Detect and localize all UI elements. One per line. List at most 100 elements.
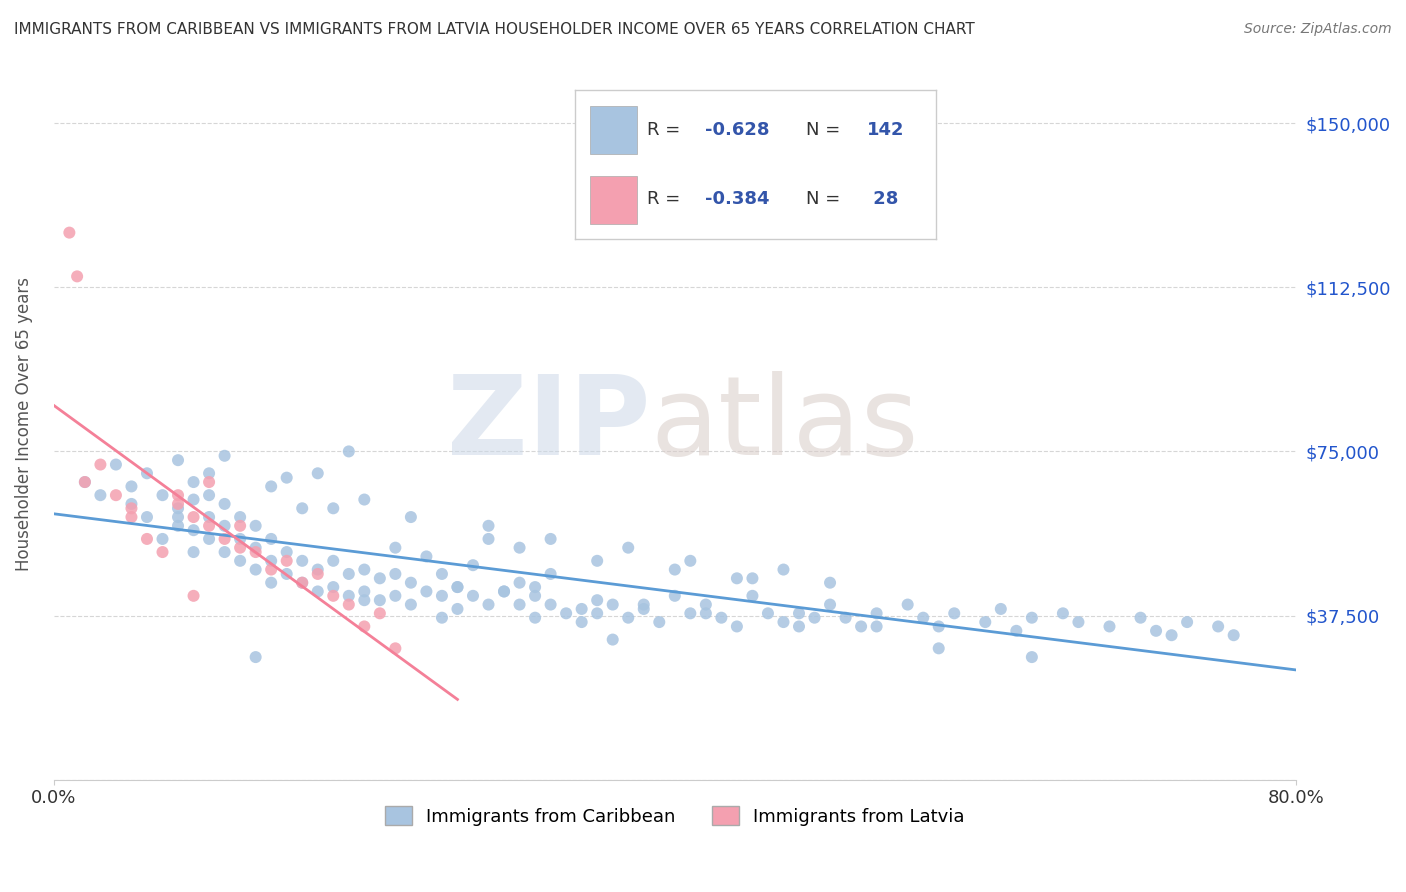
Point [477,598,499,612]
Point [73,475,96,489]
Point [337,566,360,581]
Point [353,563,375,577]
Point [337,598,360,612]
Point [725,619,748,633]
Point [540,598,562,612]
Point [291,575,314,590]
Point [1021,610,1043,624]
Point [772,615,794,629]
Point [897,598,920,612]
Point [260,479,283,493]
Point [353,593,375,607]
Point [229,510,252,524]
Point [353,492,375,507]
Point [1206,619,1229,633]
Point [183,545,205,559]
Point [291,554,314,568]
Point [943,607,966,621]
Point [136,510,159,524]
Point [214,545,236,559]
Point [1005,624,1028,638]
Point [368,571,391,585]
Y-axis label: Householder Income Over 65 years: Householder Income Over 65 years [15,277,32,571]
Point [477,518,499,533]
Point [337,444,360,458]
Point [307,563,329,577]
Point [509,598,531,612]
Point [602,632,624,647]
Point [276,566,298,581]
Point [399,575,422,590]
Point [183,492,205,507]
Point [912,610,935,624]
Point [461,589,484,603]
Point [73,475,96,489]
Point [183,589,205,603]
Point [524,589,547,603]
Point [540,532,562,546]
Point [509,575,531,590]
Text: IMMIGRANTS FROM CARIBBEAN VS IMMIGRANTS FROM LATVIA HOUSEHOLDER INCOME OVER 65 Y: IMMIGRANTS FROM CARIBBEAN VS IMMIGRANTS … [14,22,974,37]
Point [679,554,702,568]
Point [120,497,142,511]
Point [183,510,205,524]
Point [245,545,267,559]
Point [322,554,344,568]
Point [928,641,950,656]
Text: Source: ZipAtlas.com: Source: ZipAtlas.com [1244,22,1392,37]
Point [865,619,887,633]
Point [307,584,329,599]
Point [152,488,174,502]
Point [198,510,221,524]
Point [1067,615,1090,629]
Point [198,518,221,533]
Point [1052,607,1074,621]
Point [260,554,283,568]
Point [787,619,810,633]
Text: atlas: atlas [650,370,918,477]
Point [446,580,468,594]
Point [66,269,89,284]
Point [384,566,406,581]
Point [260,563,283,577]
Point [167,501,190,516]
Point [818,575,841,590]
Point [430,610,453,624]
Point [322,580,344,594]
Point [415,584,437,599]
Point [865,607,887,621]
Point [664,589,686,603]
Point [307,467,329,481]
Point [245,541,267,555]
Legend: Immigrants from Caribbean, Immigrants from Latvia: Immigrants from Caribbean, Immigrants fr… [375,797,974,835]
Point [120,510,142,524]
Point [974,615,997,629]
Point [617,541,640,555]
Point [384,589,406,603]
Point [679,607,702,621]
Point [89,458,111,472]
Point [1129,610,1152,624]
Point [214,532,236,546]
Point [633,598,655,612]
Point [104,458,127,472]
Point [183,475,205,489]
Point [664,563,686,577]
Point [990,602,1012,616]
Point [368,593,391,607]
Point [524,610,547,624]
Point [198,475,221,489]
Point [58,226,80,240]
Text: ZIP: ZIP [447,370,650,477]
Point [167,453,190,467]
Point [461,558,484,573]
Point [167,518,190,533]
Point [198,532,221,546]
Point [322,589,344,603]
Point [167,510,190,524]
Point [229,554,252,568]
Point [1175,615,1198,629]
Point [1160,628,1182,642]
Point [167,488,190,502]
Point [602,598,624,612]
